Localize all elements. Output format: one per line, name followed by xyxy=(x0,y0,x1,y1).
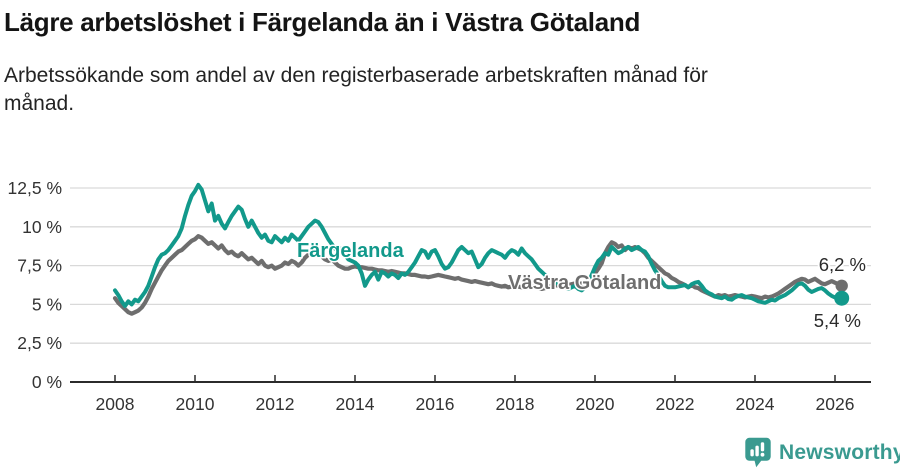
series-label-vastra-gotaland: Västra Götaland xyxy=(508,272,661,294)
y-axis-tick-label: 12,5 % xyxy=(8,178,62,198)
x-axis-tick-label: 2022 xyxy=(656,394,695,414)
x-axis-tick-label: 2026 xyxy=(816,394,855,414)
chart-subtitle: Arbetssökande som andel av den registerb… xyxy=(4,63,708,116)
x-axis-tick-label: 2020 xyxy=(576,394,615,414)
x-axis-tick-label: 2010 xyxy=(176,394,215,414)
newsworthy-bubble-icon xyxy=(745,437,771,468)
x-axis-tick-label: 2012 xyxy=(256,394,295,414)
y-axis-tick-label: 0 % xyxy=(32,372,62,392)
newsworthy-wordmark: Newsworthy xyxy=(779,440,900,464)
series-end-dot-vastra-gotaland xyxy=(835,279,848,292)
series-label-fargelanda: Färgelanda xyxy=(297,240,405,262)
chart-title: Lägre arbetslöshet i Färgelanda än i Väs… xyxy=(4,7,641,37)
x-axis-tick-label: 2016 xyxy=(416,394,455,414)
series-line-vastra-gotaland xyxy=(112,234,844,316)
end-value-label-vastra-gotaland: 6,2 % xyxy=(819,254,866,275)
x-axis-tick-label: 2024 xyxy=(736,394,775,414)
y-axis-tick-label: 5 % xyxy=(32,294,62,314)
x-axis-tick-label: 2008 xyxy=(96,394,135,414)
x-axis-tick-label: 2018 xyxy=(496,394,535,414)
y-axis-tick-label: 10 % xyxy=(22,217,62,237)
newsworthy-logo: Newsworthy xyxy=(744,437,900,468)
x-axis-tick-label: 2014 xyxy=(336,394,375,414)
y-axis-tick-label: 7,5 % xyxy=(17,256,62,276)
series-line-fargelanda xyxy=(113,182,844,308)
end-value-label-fargelanda: 5,4 % xyxy=(814,310,861,331)
series-end-dot-fargelanda xyxy=(834,290,850,306)
y-axis-tick-label: 2,5 % xyxy=(17,333,62,353)
